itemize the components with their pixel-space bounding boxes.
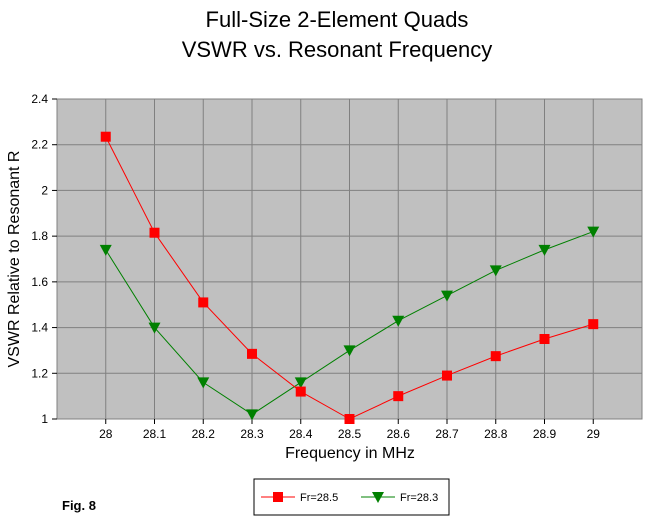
x-tick-label: 28.2 bbox=[192, 427, 216, 441]
x-tick-label: 28.6 bbox=[387, 427, 411, 441]
x-tick-label: 28.5 bbox=[338, 427, 362, 441]
y-tick-label: 1.8 bbox=[31, 229, 48, 243]
series-2 bbox=[99, 226, 600, 421]
data-point bbox=[197, 377, 210, 389]
series-layer bbox=[99, 131, 600, 424]
y-tick-label: 2 bbox=[41, 183, 48, 197]
data-point bbox=[393, 391, 404, 402]
data-point bbox=[343, 345, 356, 357]
x-tick-label: 28.8 bbox=[484, 427, 508, 441]
x-tick-label: 28.9 bbox=[533, 427, 557, 441]
data-point bbox=[588, 319, 599, 330]
chart-title-line-1: Full-Size 2-Element Quads bbox=[206, 7, 469, 32]
y-tick-label: 1.4 bbox=[31, 321, 48, 335]
y-tick-label: 1 bbox=[41, 412, 48, 426]
legend-label: Fr=28.5 bbox=[300, 492, 338, 504]
x-axis-label: Frequency in MHz bbox=[285, 445, 415, 462]
data-point bbox=[392, 315, 405, 327]
data-point bbox=[442, 370, 452, 381]
data-point bbox=[149, 227, 160, 238]
y-tick-label: 2.2 bbox=[31, 138, 48, 152]
legend-swatch-marker bbox=[372, 492, 384, 503]
data-point bbox=[148, 322, 161, 334]
chart-title-line-2: VSWR vs. Resonant Frequency bbox=[182, 37, 493, 62]
figure-label: Fig. 8 bbox=[62, 498, 96, 513]
data-point bbox=[99, 244, 112, 256]
data-point bbox=[587, 226, 600, 238]
legend-item: Fr=28.3 bbox=[361, 492, 438, 504]
x-tick-label: 28.3 bbox=[240, 427, 264, 441]
y-tick-label: 1.6 bbox=[31, 275, 48, 289]
y-tick-label: 1.2 bbox=[31, 366, 48, 380]
data-point bbox=[198, 297, 209, 308]
data-point bbox=[344, 414, 355, 424]
data-point bbox=[247, 348, 257, 359]
y-tick-label: 2.4 bbox=[31, 92, 48, 106]
data-point bbox=[294, 377, 307, 389]
data-point bbox=[246, 409, 258, 421]
legend-swatch-marker bbox=[273, 492, 283, 502]
legend: Fr=28.5 Fr=28.3 bbox=[261, 492, 438, 504]
x-tick-label: 28.4 bbox=[289, 427, 313, 441]
series-1 bbox=[100, 131, 599, 424]
y-axis-ticks: 1 1.2 1.4 1.6 1.8 2 2.2 2.4 bbox=[31, 92, 57, 426]
x-axis-ticks: 28 28.1 28.2 28.3 28.4 28.5 28.6 28.7 28.8 28.9 29 bbox=[99, 419, 600, 441]
data-point bbox=[441, 290, 453, 302]
data-point bbox=[489, 265, 502, 277]
data-point bbox=[539, 334, 550, 344]
data-point bbox=[538, 244, 551, 256]
data-point bbox=[100, 131, 111, 142]
x-tick-label: 28.1 bbox=[143, 427, 167, 441]
x-tick-label: 28 bbox=[99, 427, 113, 441]
legend-item: Fr=28.5 bbox=[261, 492, 338, 504]
x-tick-label: 29 bbox=[587, 427, 601, 441]
data-point bbox=[295, 386, 306, 397]
data-point bbox=[490, 351, 501, 362]
y-axis-label: VSWR Relative to Resonant R bbox=[6, 151, 23, 368]
legend-label: Fr=28.3 bbox=[400, 492, 438, 504]
x-tick-label: 28.7 bbox=[435, 427, 459, 441]
